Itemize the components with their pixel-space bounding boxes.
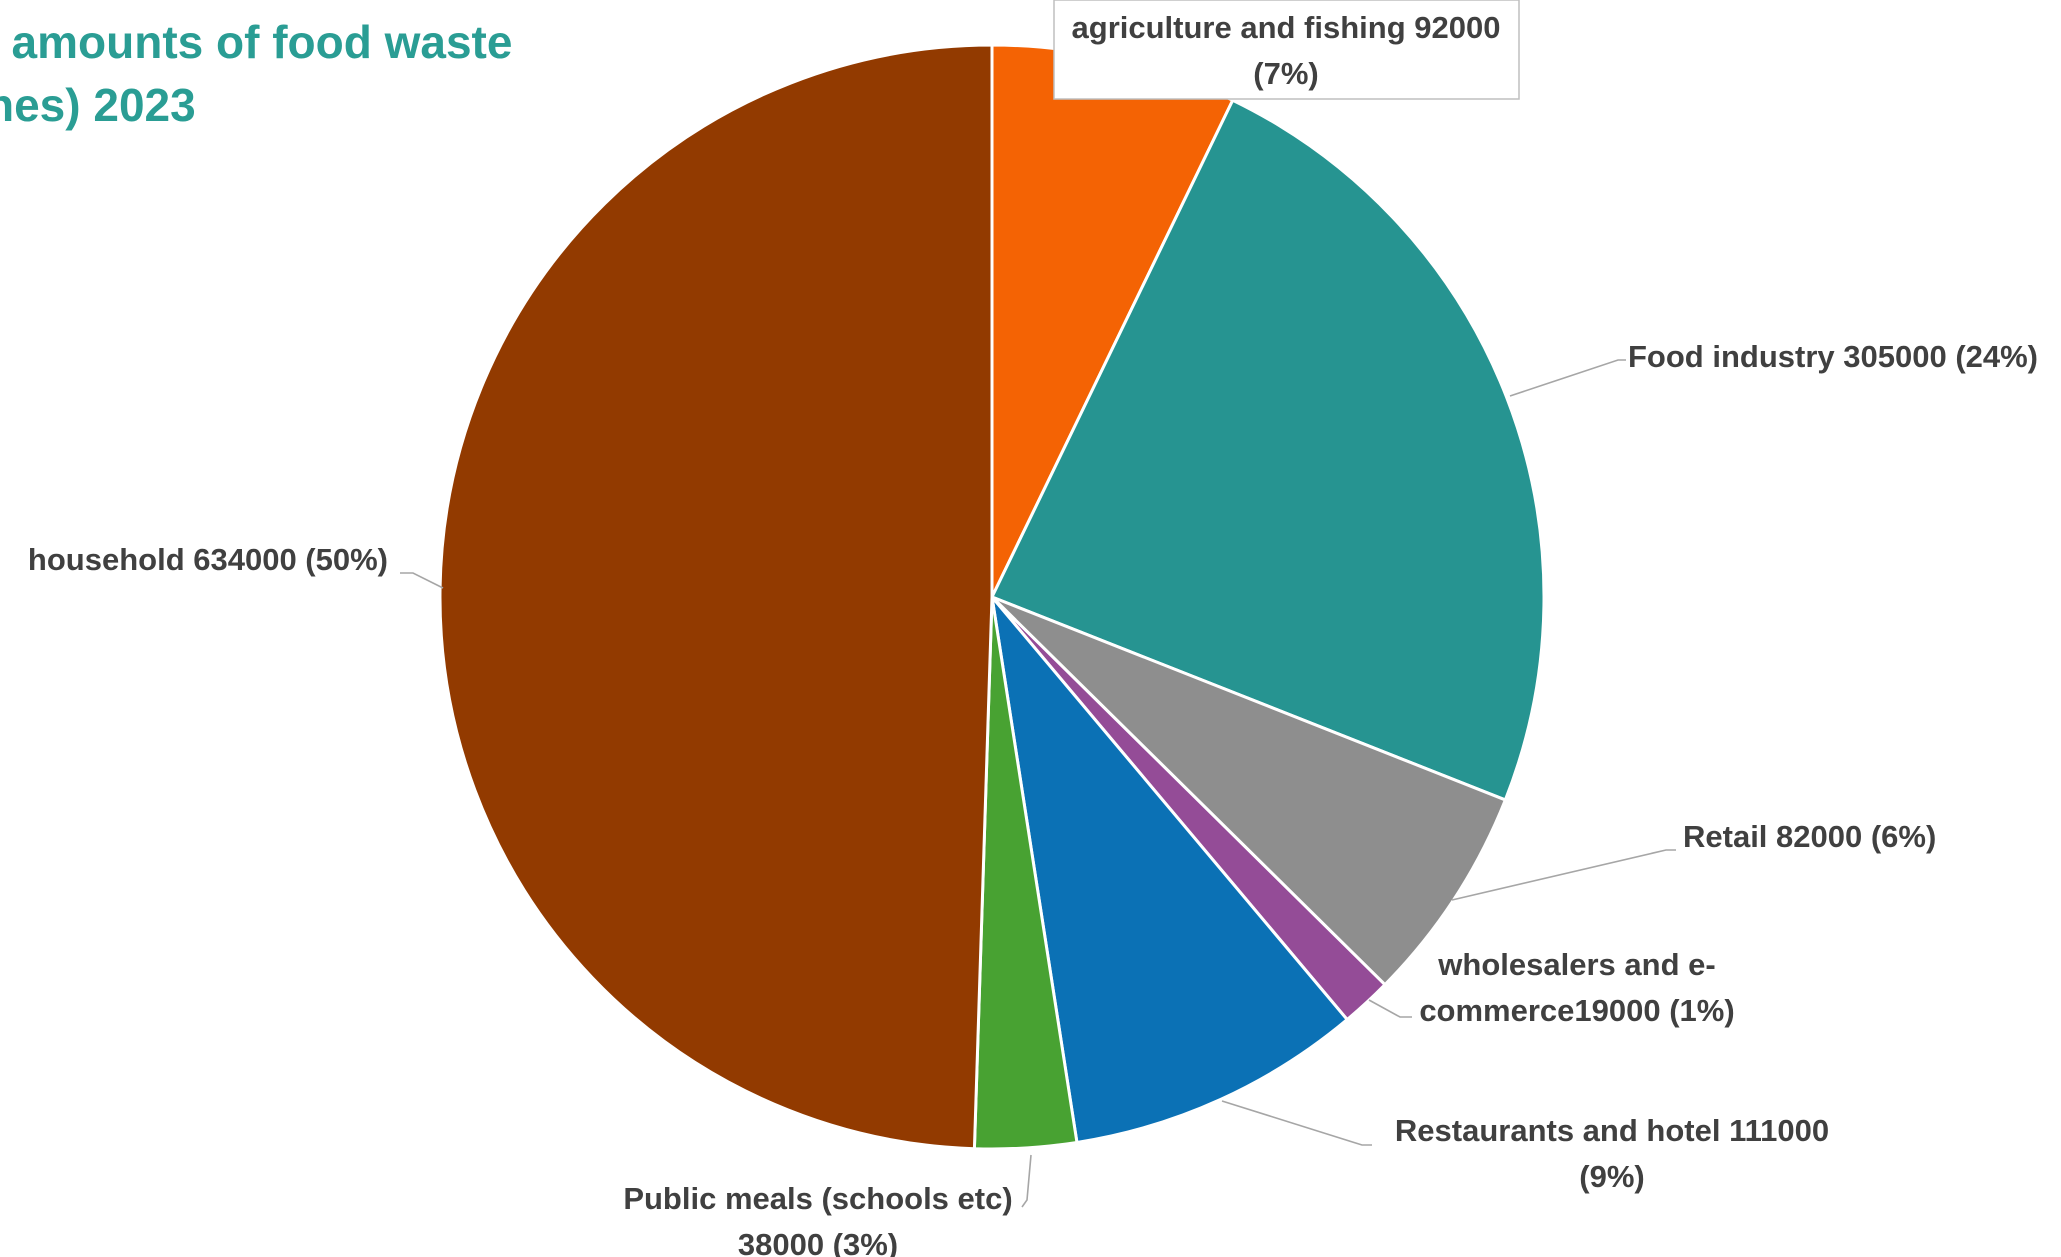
data-label: 38000 (3%): [738, 1227, 898, 1257]
chart-title-line-2: nes) 2023: [0, 79, 196, 131]
data-label: wholesalers and e-: [1437, 947, 1715, 982]
data-label: Food industry 305000 (24%): [1628, 339, 2038, 374]
leader-line: [1368, 999, 1412, 1018]
pie-slice-restaurants-and-hotel: [989, 591, 1350, 1145]
pie-slice-food-industry: [989, 98, 1546, 802]
data-label: Restaurants and hotel 111000: [1395, 1113, 1829, 1148]
leader-lines: [400, 359, 1676, 1208]
pie-slice-retail: [990, 595, 1508, 987]
data-label: (9%): [1579, 1159, 1644, 1194]
data-label: Public meals (schools etc): [623, 1181, 1012, 1216]
leader-line: [400, 572, 444, 589]
pie-slices: [438, 43, 1546, 1151]
leader-line: [1221, 1100, 1372, 1146]
data-label: household 634000 (50%): [28, 542, 388, 577]
data-label: (7%): [1253, 56, 1318, 91]
data-label-box: [1053, 0, 1520, 100]
leader-line: [1451, 849, 1676, 901]
data-label: commerce19000 (1%): [1419, 993, 1734, 1028]
chart-title-line-1: l amounts of food waste: [0, 16, 512, 68]
leader-line: [1509, 359, 1626, 397]
data-label: agriculture and fishing 92000: [1072, 10, 1501, 45]
pie-slice-household: [438, 43, 994, 1151]
data-label: Retail 82000 (6%): [1683, 819, 1936, 854]
data-labels: agriculture and fishing 92000 (7%) Food in…: [28, 0, 2038, 1257]
leader-line: [1021, 1154, 1032, 1208]
